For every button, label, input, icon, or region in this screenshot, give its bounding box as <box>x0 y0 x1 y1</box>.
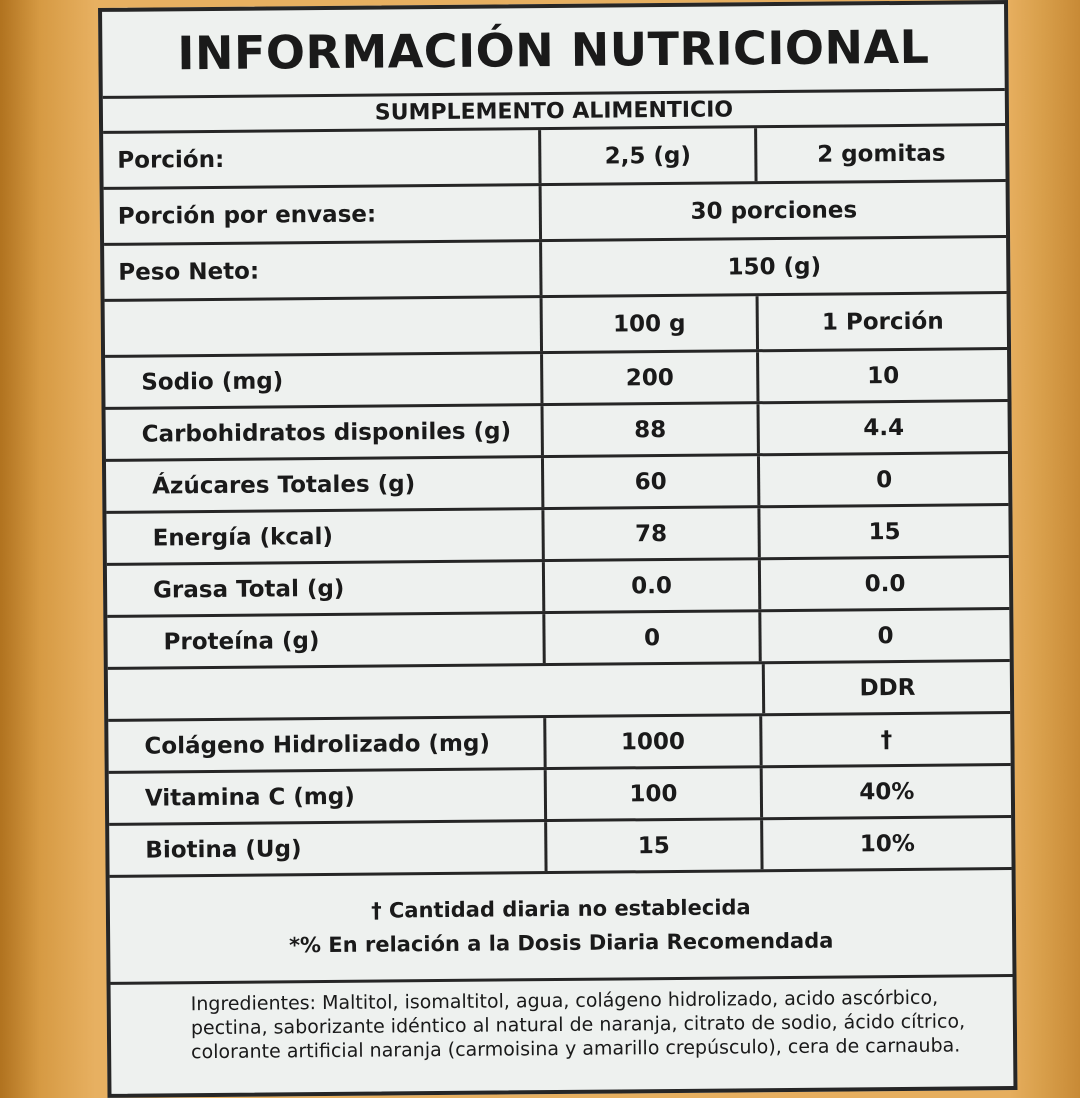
servings-per-pack-label: Porción por envase: <box>103 186 543 243</box>
table-row: Energía (kcal) 78 15 <box>106 506 1009 566</box>
supplement-amount: 15 <box>547 820 764 872</box>
serving-grams: 2,5 (g) <box>541 128 758 184</box>
supplement-name: Vitamina C (mg) <box>108 770 548 823</box>
net-weight-label: Peso Neto: <box>104 242 543 299</box>
supplement-ddr: † <box>880 726 893 753</box>
table-row: Ázúcares Totales (g) 60 0 <box>105 454 1009 514</box>
supplement-name: Biotina (Ug) <box>109 822 548 875</box>
column-header-per-serving: 1 Porción <box>821 308 944 336</box>
nutrient-name: Energía (kcal) <box>106 510 545 563</box>
nutrient-name: Carbohidratos disponiles (g) <box>105 406 544 459</box>
percent-note: *% En relación a la Dosis Diaria Recomen… <box>288 928 834 958</box>
supplement-ddr: 40% <box>859 778 915 805</box>
nutrient-per100: 0 <box>545 612 762 664</box>
column-header-per100: 100 g <box>542 296 760 352</box>
table-row: Grasa Total (g) 0.0 0.0 <box>106 558 1010 618</box>
supplement-name: Colágeno Hidrolizado (mg) <box>108 718 547 771</box>
nutrient-per-serving: 10 <box>867 362 900 389</box>
table-row: Colágeno Hidrolizado (mg) 1000 † <box>108 714 1011 774</box>
supplement-ddr: 10% <box>859 830 915 857</box>
nutrient-name: Grasa Total (g) <box>106 562 546 615</box>
column-header-blank <box>104 298 544 355</box>
nutrient-per-serving: 0 <box>877 622 894 649</box>
dagger-note: † Cantidad diaria no establecida <box>371 895 751 923</box>
ingredients-text: Ingredientes: Maltitol, isomaltitol, agu… <box>190 986 966 1064</box>
nutrient-per-serving: 0.0 <box>864 570 906 597</box>
table-row: Biotina (Ug) 15 10% <box>109 818 1012 878</box>
table-row: Carbohidratos disponiles (g) 88 4.4 <box>105 402 1008 462</box>
nutrient-per100: 88 <box>543 404 760 456</box>
table-row: Sodio (mg) 200 10 <box>105 350 1008 410</box>
supplement-amount: 1000 <box>546 716 763 768</box>
table-row: Proteína (g) 0 0 <box>107 610 1010 670</box>
net-weight-value: 150 (g) <box>727 253 822 280</box>
table-row: Vitamina C (mg) 100 40% <box>108 766 1012 826</box>
nutrient-per-serving: 4.4 <box>863 414 905 441</box>
label-title: INFORMACIÓN NUTRICIONAL <box>102 4 1005 99</box>
servings-per-pack-row: Porción por envase: 30 porciones <box>103 182 1007 246</box>
ddr-header-blank <box>107 664 766 719</box>
nutrient-name: Sodio (mg) <box>105 354 544 407</box>
nutrition-label: INFORMACIÓN NUTRICIONAL SUMPLEMENTO ALIM… <box>98 0 1018 1098</box>
nutrient-table: Sodio (mg) 200 10 Carbohidratos disponil… <box>105 350 1012 878</box>
ddr-header: DDR <box>859 674 916 701</box>
serving-units: 2 gomitas <box>817 140 946 168</box>
footnotes: † Cantidad diaria no establecida *% En r… <box>109 870 1013 985</box>
column-header-row: 100 g 1 Porción <box>104 294 1008 358</box>
ddr-header-row: DDR <box>107 662 1011 722</box>
net-weight-row: Peso Neto: 150 (g) <box>104 238 1007 302</box>
serving-label: Porción: <box>103 130 542 187</box>
servings-per-pack-value: 30 porciones <box>690 196 858 225</box>
nutrient-name: Proteína (g) <box>107 614 546 667</box>
nutrient-name: Ázúcares Totales (g) <box>105 458 545 511</box>
nutrient-per100: 200 <box>543 352 760 404</box>
nutrient-per-serving: 15 <box>868 518 901 545</box>
serving-row: Porción: 2,5 (g) 2 gomitas <box>103 126 1006 190</box>
nutrient-per100: 78 <box>544 508 761 560</box>
nutrient-per100: 0.0 <box>544 560 762 612</box>
supplement-amount: 100 <box>546 768 764 820</box>
nutrient-per-serving: 0 <box>876 466 893 493</box>
nutrient-per100: 60 <box>543 456 761 508</box>
